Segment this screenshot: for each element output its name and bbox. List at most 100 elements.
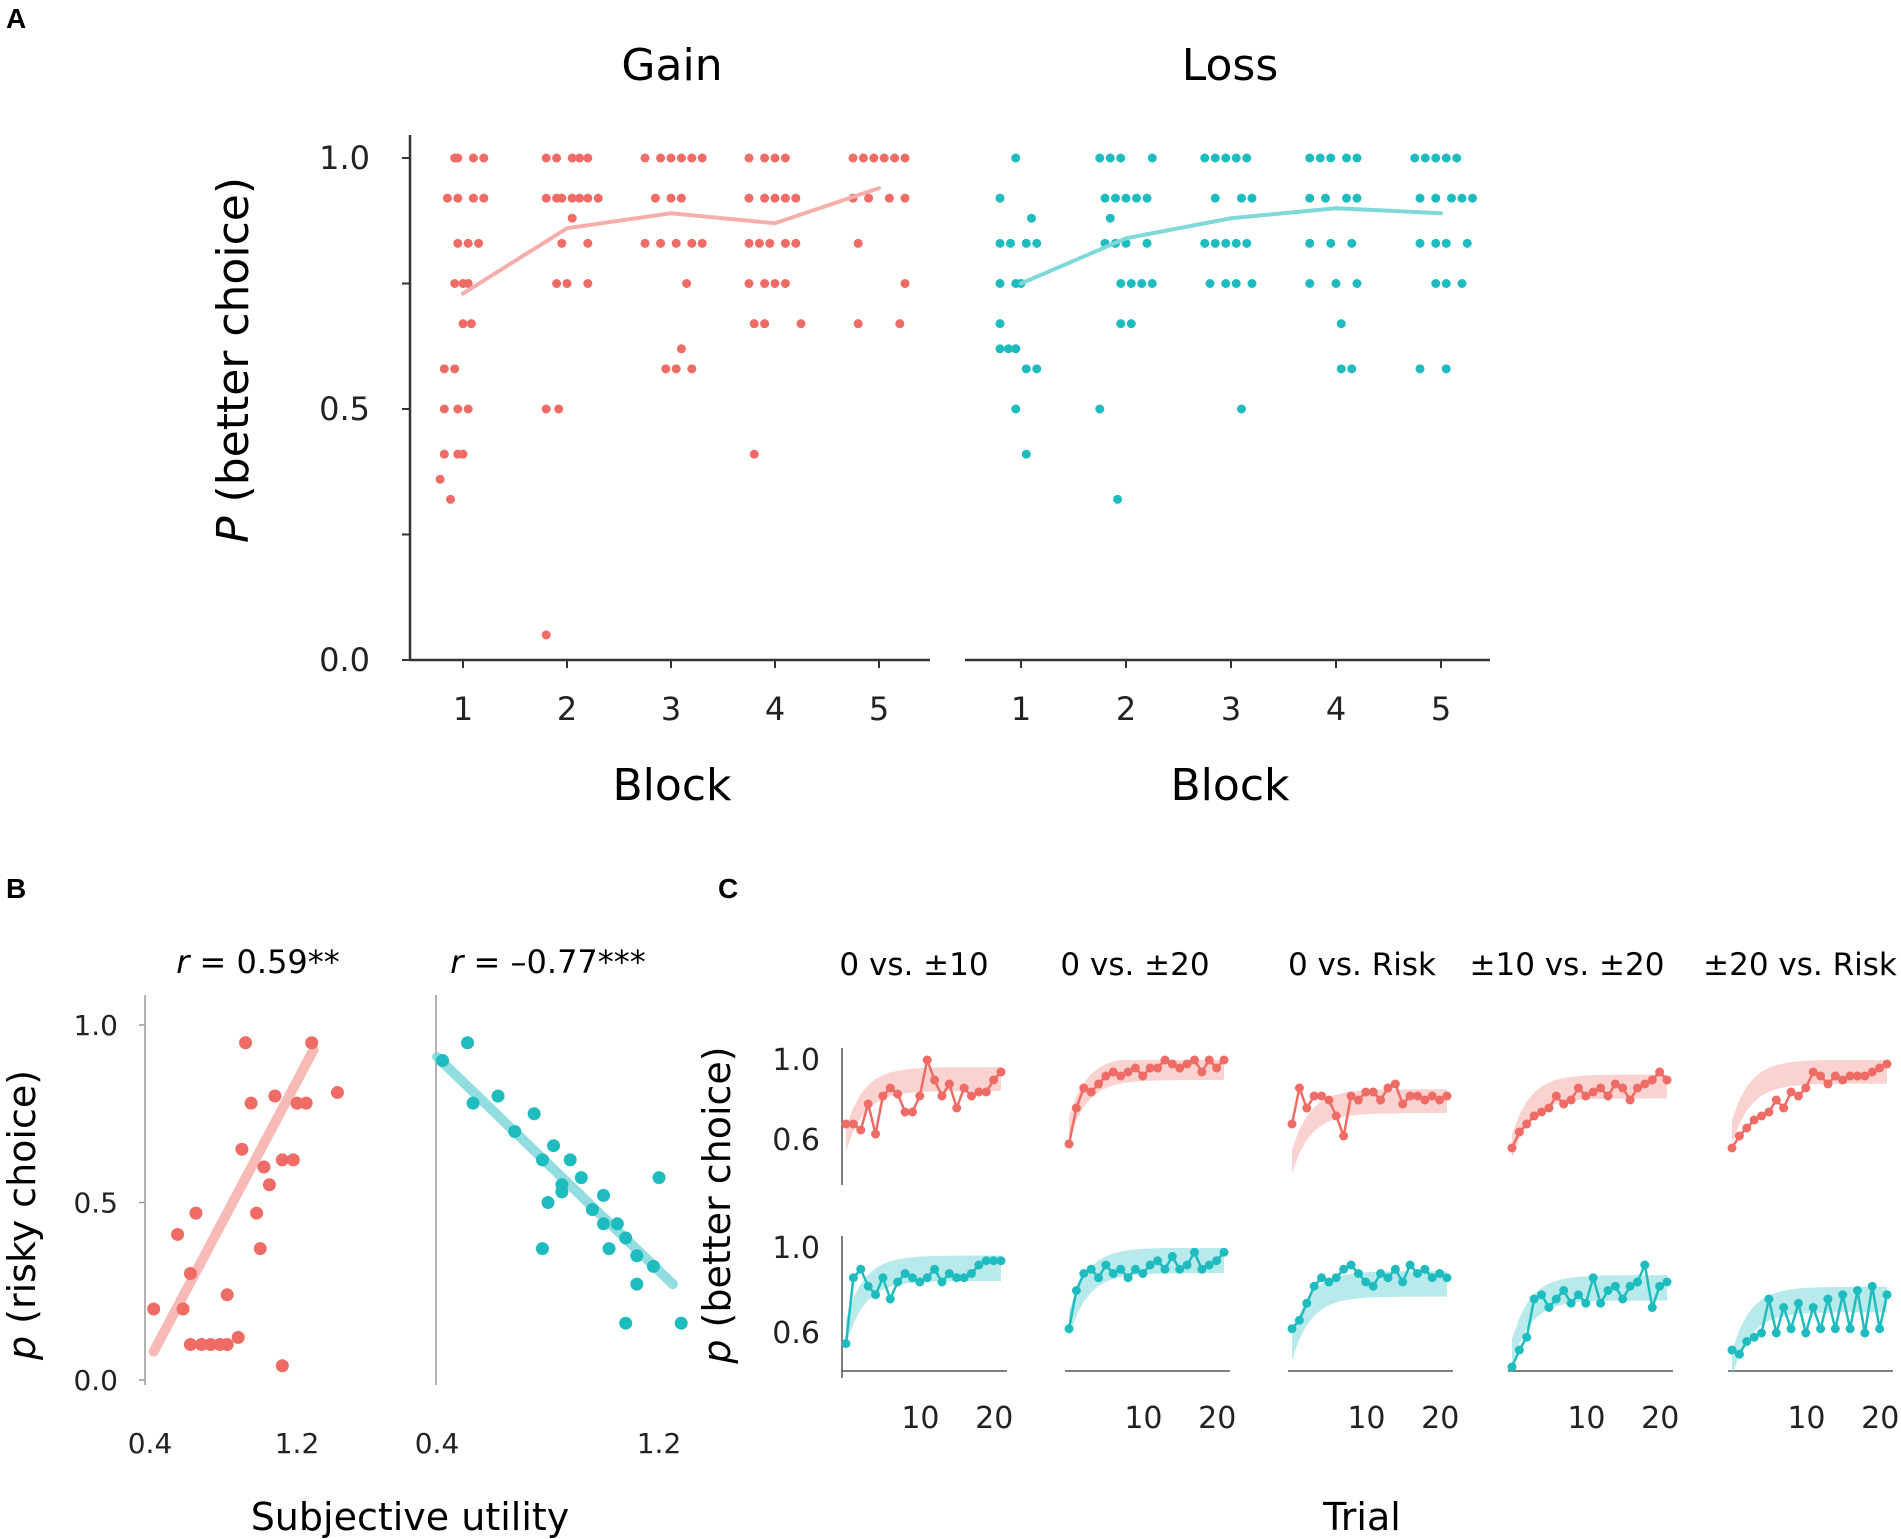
gain-point xyxy=(791,238,801,248)
c-loss-point xyxy=(1361,1277,1371,1287)
loss-point xyxy=(1111,193,1120,203)
gain-title: Gain xyxy=(621,40,722,91)
loss-point xyxy=(1142,193,1152,203)
c-gain-point xyxy=(1287,1119,1297,1129)
c-gain-point xyxy=(1167,1059,1177,1069)
gain-point xyxy=(900,153,910,163)
gain-point xyxy=(780,238,790,248)
c-gain-point xyxy=(1529,1111,1539,1121)
gain-points xyxy=(435,153,910,640)
b-gain-point xyxy=(194,1338,208,1351)
c-x-tick-label: 20 xyxy=(1861,1401,1899,1436)
loss-point xyxy=(1113,494,1123,504)
loss-point xyxy=(1305,238,1315,248)
gain-point xyxy=(552,153,562,163)
loss-point xyxy=(1342,193,1351,203)
c-gain-point xyxy=(1197,1067,1207,1077)
gain-point xyxy=(656,153,666,163)
c-loss-point xyxy=(1427,1273,1437,1283)
c-gain-point xyxy=(1734,1131,1744,1141)
c-loss-point xyxy=(1801,1328,1811,1338)
c-loss-point xyxy=(1317,1273,1327,1283)
c-loss-point xyxy=(863,1281,873,1291)
c-loss-point xyxy=(1771,1328,1781,1338)
c-loss-point xyxy=(915,1277,925,1287)
c-loss-point xyxy=(1182,1260,1192,1270)
gain-point xyxy=(760,153,770,163)
c-gain-point xyxy=(1764,1107,1774,1117)
b-gain-point xyxy=(189,1206,203,1220)
c-gain-point xyxy=(1573,1083,1583,1093)
c-loss-point xyxy=(1544,1303,1554,1312)
gain-point xyxy=(479,153,489,163)
loss-point xyxy=(1237,193,1246,203)
c-title: 0 vs. Risk xyxy=(1288,947,1436,983)
gain-point xyxy=(697,153,707,163)
c-loss-point xyxy=(1212,1256,1222,1266)
c-loss-point xyxy=(1153,1256,1163,1266)
b-gain-point xyxy=(253,1242,267,1256)
loss-point xyxy=(1415,364,1425,374)
c-gain-point xyxy=(1094,1079,1104,1089)
b-fit-lines xyxy=(148,1044,678,1357)
c-loss-point xyxy=(952,1273,962,1283)
c-loss-point xyxy=(1793,1298,1803,1308)
c-loss-point xyxy=(1405,1260,1415,1270)
loss-point xyxy=(1347,238,1357,248)
gain-point xyxy=(666,193,676,203)
gain-point xyxy=(666,153,676,163)
c-gain-point xyxy=(959,1083,969,1093)
c-gain-point xyxy=(1130,1063,1140,1073)
c-loss-point xyxy=(996,1256,1006,1266)
gain-point xyxy=(450,279,460,288)
c-loss-point xyxy=(1559,1286,1569,1295)
loss-x-tick-label: 1 xyxy=(1011,690,1031,728)
c-x-tick-label: 10 xyxy=(1124,1401,1162,1436)
c-gain-point xyxy=(1742,1123,1752,1133)
c-gain-point xyxy=(937,1091,947,1101)
b-ticks: 0.0 0.5 1.0 0.4 1.2 0.4 1.2 xyxy=(73,1009,681,1460)
b-loss-fit-line xyxy=(432,1051,678,1290)
c-gain-point xyxy=(1801,1083,1811,1093)
b-gain-point xyxy=(257,1160,271,1174)
c-loss-point xyxy=(1331,1273,1341,1283)
c-loss-point xyxy=(1757,1328,1767,1338)
c-loss-point xyxy=(1808,1303,1818,1312)
b-y-tick-label: 0.5 xyxy=(73,1187,118,1220)
loss-x-tick-label: 3 xyxy=(1221,690,1241,728)
c-loss-point xyxy=(1655,1281,1665,1291)
loss-point xyxy=(1431,279,1441,288)
loss-point xyxy=(1126,279,1136,288)
loss-point xyxy=(1100,193,1110,203)
c-loss-point xyxy=(1507,1362,1517,1372)
c-loss-point xyxy=(1632,1277,1642,1287)
gain-point xyxy=(671,238,681,248)
b-gain-point xyxy=(275,1359,289,1373)
c-loss-point xyxy=(1625,1281,1635,1291)
b-gain-point xyxy=(183,1267,197,1280)
b-gain-point xyxy=(286,1153,300,1167)
c-gain-point xyxy=(1610,1079,1620,1089)
c-gain-point xyxy=(900,1107,910,1117)
c-gain-point xyxy=(1875,1063,1885,1073)
c-loss-point xyxy=(1442,1273,1452,1283)
b-loss-point xyxy=(619,1316,633,1330)
gain-point xyxy=(687,238,697,248)
c-gain-point xyxy=(1153,1063,1163,1073)
c-gain-line xyxy=(1067,1057,1225,1145)
c-loss-point xyxy=(1727,1345,1737,1355)
c-gain-point xyxy=(1182,1059,1192,1069)
c-gain-point xyxy=(1618,1083,1628,1093)
c-gain-point xyxy=(1368,1087,1378,1097)
a-y-tick-label: 1.0 xyxy=(319,139,370,177)
b-loss-point xyxy=(574,1171,588,1185)
c-gain-point xyxy=(885,1083,895,1093)
c-loss-point xyxy=(1596,1298,1606,1308)
c-loss-point xyxy=(1339,1264,1349,1274)
gain-point xyxy=(676,193,686,203)
c-gain-point xyxy=(1138,1071,1148,1081)
a-mean-lines xyxy=(461,186,1443,296)
loss-point xyxy=(1231,238,1241,248)
c-loss-point xyxy=(937,1277,947,1287)
a-y-axis-label-rest: (better choice) xyxy=(208,177,259,516)
